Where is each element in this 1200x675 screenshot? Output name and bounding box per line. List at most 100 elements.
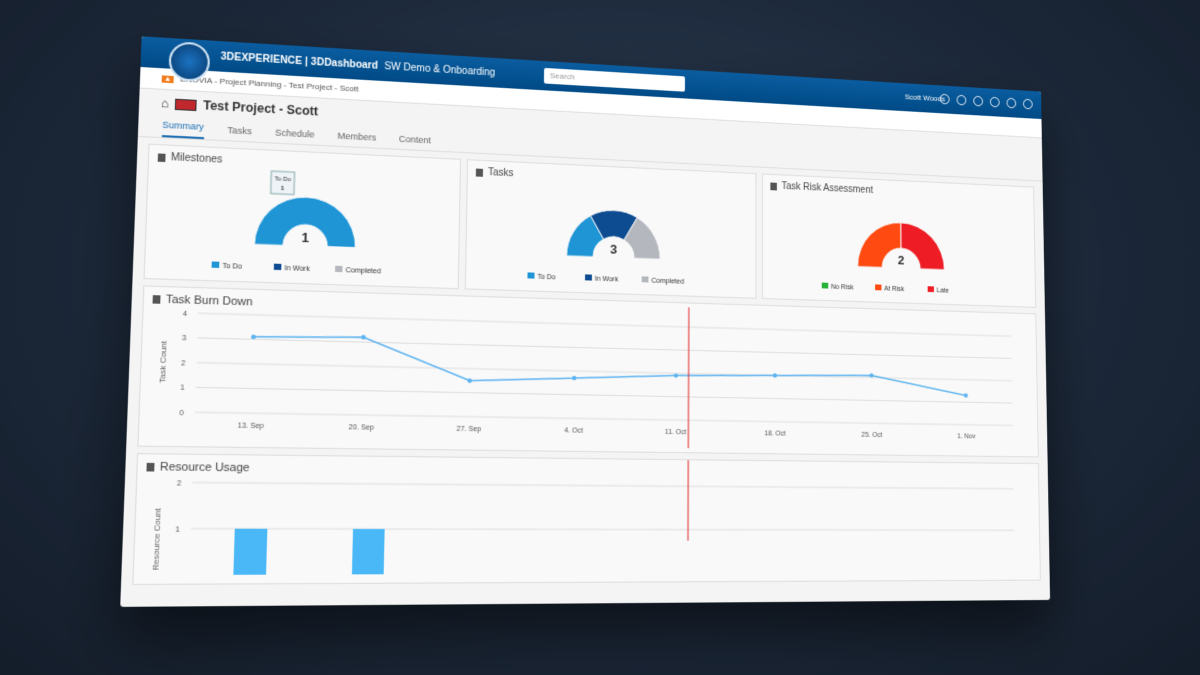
tab[interactable]: Summary — [161, 119, 205, 140]
y-tick-label: 3 — [182, 335, 187, 343]
icon[interactable] — [1006, 97, 1017, 109]
x-tick-label: 25. Oct — [862, 432, 883, 439]
panel-icon — [770, 182, 777, 191]
bar — [233, 528, 268, 575]
panel: Milestones 1 To Do In Work Completed To Do 1 — [143, 143, 462, 290]
tooltip-label: To Do — [274, 176, 291, 183]
y-tick-label: 4 — [183, 311, 188, 319]
tab[interactable]: Schedule — [275, 127, 315, 140]
legend-swatch — [527, 272, 535, 279]
y-axis-title: Resource Count — [151, 507, 163, 570]
y-tick-label: 2 — [177, 480, 182, 488]
legend-swatch — [273, 263, 282, 271]
search-box[interactable]: Search — [543, 67, 685, 92]
icon[interactable] — [939, 93, 950, 105]
panel-icon — [475, 168, 484, 177]
legend-label: In Work — [595, 276, 619, 284]
legend-label: At Risk — [884, 286, 905, 293]
panel-title: Tasks — [487, 167, 514, 180]
panel-icon — [146, 462, 155, 472]
icon[interactable] — [973, 95, 984, 107]
legend-label: To Do — [537, 274, 555, 282]
dashboard-name[interactable]: SW Demo & Onboarding — [384, 60, 496, 79]
tab[interactable]: Content — [398, 133, 432, 146]
icon[interactable] — [989, 96, 1000, 108]
resource-row: Resource Usage 1 2 Resource Count — [121, 447, 1050, 585]
chart: 2 No Risk At Risk Late — [821, 174, 949, 295]
legend-label: Completed — [345, 267, 380, 275]
app-icon: ▲ — [161, 75, 174, 84]
y-tick-label: 2 — [181, 360, 186, 368]
icon[interactable] — [1022, 98, 1033, 110]
grid-line — [197, 338, 1011, 359]
x-tick-label: 11. Oct — [665, 429, 686, 436]
chart: 3 To Do In Work Completed — [527, 160, 684, 286]
legend-swatch — [335, 265, 343, 273]
x-tick-label: 1. Nov — [957, 433, 976, 440]
donut-total: 2 — [898, 253, 905, 268]
legend-swatch — [211, 261, 220, 268]
burn-row: Task Burn Down 0 1 2 3 4 Task Count 13. Sep 20. … — [126, 279, 1047, 458]
donut-segment — [857, 221, 901, 268]
legend-swatch — [927, 286, 934, 293]
panel: Resource Usage 1 2 Resource Count — [132, 453, 1041, 585]
point — [251, 334, 256, 340]
donut-segment — [901, 223, 945, 270]
grid-line — [198, 313, 1011, 336]
x-tick-label: 27. Sep — [457, 426, 482, 434]
panel-icon — [152, 295, 161, 304]
panel: Tasks 3 To Do In Work Completed — [464, 159, 757, 299]
panel-title: Resource Usage — [159, 460, 250, 475]
legend-label: In Work — [284, 265, 310, 273]
panel: Task Burn Down 0 1 2 3 4 Task Count 13. Sep 20. … — [137, 285, 1039, 458]
point — [673, 373, 679, 378]
x-tick-label: 20. Sep — [349, 424, 375, 432]
chart: 1 2 Resource Count — [151, 454, 1040, 575]
grid-line — [192, 483, 1013, 489]
x-tick-label: 18. Oct — [764, 430, 785, 437]
brand: 3DEXPERIENCE | 3DDashboard — [220, 50, 379, 72]
legend-swatch — [821, 282, 829, 289]
y-axis-title: Task Count — [157, 340, 169, 383]
grid-line — [196, 387, 1013, 403]
y-tick-label: 1 — [175, 526, 180, 534]
app-window: 3DEXPERIENCE | 3DDashboard SW Demo & Onb… — [120, 36, 1051, 607]
donut-row: Milestones 1 To Do In Work Completed To Do 1 T… — [133, 137, 1045, 308]
point — [361, 334, 366, 340]
top-icons — [939, 93, 1033, 110]
legend-swatch — [584, 274, 593, 281]
donut-segment — [567, 215, 604, 258]
bar — [351, 528, 385, 575]
panel: Task Risk Assessment 2 No Risk At Risk Late — [761, 173, 1037, 308]
legend-label: To Do — [222, 263, 242, 271]
chart: 0 1 2 3 4 Task Count 13. Sep 20. Sep 27. Sep 4. O… — [157, 286, 1037, 456]
tooltip-value: 1 — [281, 186, 285, 192]
panel-icon — [157, 153, 166, 163]
y-tick-label: 1 — [180, 385, 185, 393]
x-tick-label: 13. Sep — [238, 422, 264, 430]
grid-line — [191, 529, 1014, 531]
point — [572, 375, 577, 381]
point — [772, 373, 778, 378]
legend-label: Completed — [651, 278, 684, 286]
donut-total: 1 — [301, 230, 309, 246]
today-line — [688, 307, 689, 448]
page-title: Test Project - Scott — [202, 98, 319, 119]
tab[interactable]: Tasks — [227, 125, 253, 137]
chart: 1 To Do In Work Completed To Do 1 — [211, 145, 381, 275]
flag — [175, 98, 197, 111]
legend-label: Late — [937, 287, 949, 294]
legend-swatch — [641, 276, 649, 283]
line-series — [252, 334, 966, 395]
point — [963, 393, 968, 398]
donut-segment — [590, 209, 637, 240]
panel-title: Milestones — [170, 152, 223, 166]
tooltip — [271, 171, 295, 194]
icon[interactable] — [956, 94, 967, 106]
point — [869, 373, 874, 378]
grid-line — [195, 412, 1013, 425]
tab[interactable]: Members — [337, 130, 377, 143]
legend-label: No Risk — [831, 284, 854, 292]
